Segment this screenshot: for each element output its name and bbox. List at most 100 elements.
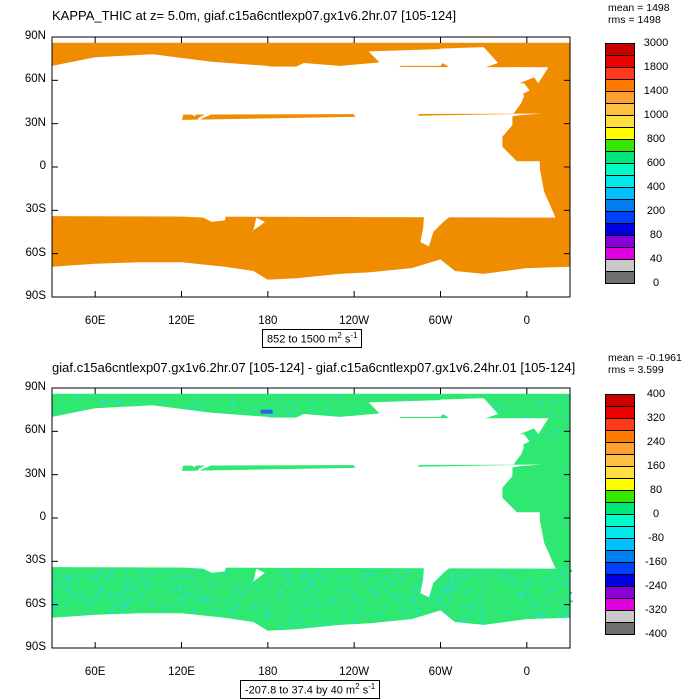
anomaly-speckle	[480, 582, 484, 585]
anomaly-speckle	[544, 586, 548, 589]
land-japan	[195, 102, 218, 123]
anomaly-speckle	[440, 416, 444, 419]
anomaly-speckle	[173, 590, 177, 593]
panel1-mean: mean = 1498	[608, 2, 670, 14]
anomaly-speckle	[178, 597, 182, 600]
anomaly-speckle	[96, 596, 100, 599]
anomaly-speckle	[289, 400, 293, 403]
anomaly-speckle	[253, 606, 257, 609]
anomaly-speckle	[121, 588, 125, 591]
anomaly-speckle	[272, 412, 276, 415]
land-antarctica	[52, 259, 570, 297]
anomaly-speckle	[452, 588, 456, 591]
panel2-rms: rms = 3.599	[608, 364, 664, 376]
anomaly-speckle	[214, 395, 218, 398]
anomaly-speckle	[384, 576, 388, 579]
anomaly-speckle	[562, 581, 566, 584]
anomaly-speckle	[528, 579, 532, 582]
anomaly-speckle	[352, 597, 356, 600]
anomaly-speckle	[201, 401, 205, 404]
anomaly-speckle	[543, 604, 547, 607]
anomaly-speckle	[233, 587, 237, 590]
anomaly-speckle	[480, 596, 484, 599]
colorbar-label: 3000	[643, 37, 669, 49]
anomaly-speckle	[127, 599, 131, 602]
anomaly-speckle	[542, 612, 546, 615]
north-polar-band	[52, 388, 570, 394]
anomaly-speckle	[455, 570, 459, 573]
anomaly-speckle	[498, 577, 502, 580]
anomaly-speckle	[277, 574, 281, 577]
anomaly-speckle	[119, 597, 123, 600]
anomaly-speckle	[67, 614, 71, 617]
anomaly-speckle	[526, 609, 530, 612]
anomaly-speckle	[357, 407, 361, 410]
anomaly-speckle	[352, 618, 356, 621]
anomaly-speckle	[265, 615, 269, 618]
anomaly-speckle	[564, 616, 568, 619]
anomaly-speckle	[335, 577, 339, 580]
land-antarctica	[52, 610, 570, 648]
anomaly-speckle	[302, 575, 306, 578]
anomaly-speckle	[466, 619, 470, 622]
anomaly-speckle	[187, 406, 191, 409]
anomaly-speckle	[422, 600, 426, 603]
anomaly-speckle	[126, 587, 130, 590]
anomaly-speckle	[546, 593, 550, 596]
anomaly-speckle	[311, 401, 315, 404]
anomaly-speckle	[449, 576, 453, 579]
anomaly-speckle	[315, 574, 319, 577]
anomaly-speckle	[64, 603, 68, 606]
anomaly-speckle	[370, 588, 374, 591]
land-iceland	[493, 71, 507, 75]
anomaly-speckle	[390, 593, 394, 596]
anomaly-speckle	[310, 583, 314, 586]
anomaly-speckle	[509, 582, 513, 585]
anomaly-speckle	[331, 598, 335, 601]
anomaly-speckle	[286, 577, 290, 580]
anomaly-speckle	[442, 588, 446, 591]
anomaly-speckle	[563, 598, 567, 601]
anomaly-speckle	[554, 429, 558, 432]
anomaly-speckle	[316, 588, 320, 591]
y-tick-label: 30S	[25, 554, 46, 567]
anomaly-speckle	[559, 610, 563, 613]
anomaly-speckle	[293, 603, 297, 606]
anomaly-speckle	[372, 582, 376, 585]
land-iceland	[493, 422, 507, 426]
anomaly-speckle	[355, 609, 359, 612]
anomaly-speckle	[194, 597, 198, 600]
anomaly-speckle	[98, 582, 102, 585]
anomaly-speckle	[541, 614, 545, 617]
panel2-units-mid: s	[359, 684, 369, 697]
x-tick-label: 180	[258, 315, 278, 327]
anomaly-speckle	[362, 575, 366, 578]
anomaly-speckle	[504, 576, 508, 579]
anomaly-speckle	[357, 604, 361, 607]
anomaly-speckle	[191, 577, 195, 580]
anomaly-speckle	[336, 396, 340, 399]
anomaly-speckle	[367, 397, 371, 400]
anomaly-speckle	[381, 579, 385, 582]
anomaly-speckle	[417, 590, 421, 593]
anomaly-speckle	[230, 610, 234, 613]
anomaly-speckle	[528, 434, 532, 437]
anomaly-speckle	[317, 396, 321, 399]
panel2-mean: mean = -0.1961	[608, 352, 682, 364]
x-tick-label: 60E	[84, 666, 106, 678]
anomaly-speckle	[199, 408, 203, 411]
anomaly-speckle	[492, 570, 496, 573]
anomaly-speckle	[407, 571, 411, 574]
land-arctic-islands	[368, 399, 455, 417]
anomaly-speckle	[131, 589, 135, 592]
anomaly-speckle	[560, 569, 564, 572]
anomaly-speckle	[447, 591, 451, 594]
anomaly-speckle	[541, 582, 545, 585]
anomaly-speckle	[391, 579, 395, 582]
anomaly-speckle	[199, 594, 203, 597]
anomaly-speckle	[251, 579, 255, 582]
anomaly-speckle	[536, 400, 540, 403]
anomaly-speckle	[163, 607, 167, 610]
anomaly-speckle	[462, 616, 466, 619]
